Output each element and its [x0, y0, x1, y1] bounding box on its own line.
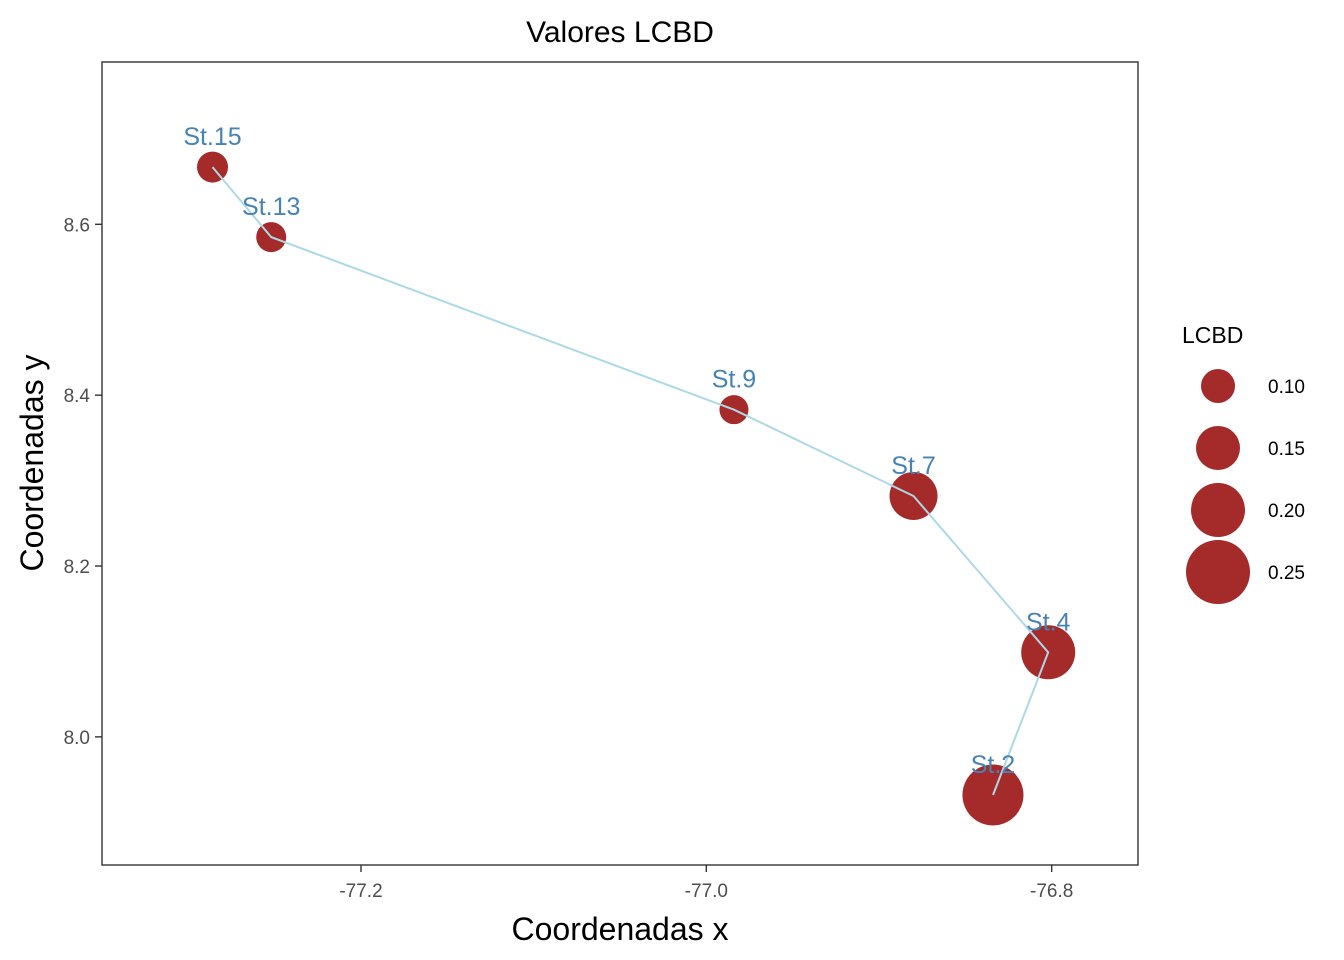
legend-key — [1186, 540, 1250, 604]
legend-key — [1191, 483, 1245, 537]
legend-key — [1196, 426, 1240, 470]
y-tick-label: 8.6 — [64, 215, 90, 236]
data-point — [197, 151, 229, 183]
y-tick-label: 8.2 — [64, 557, 90, 578]
legend-label: 0.25 — [1268, 563, 1305, 584]
point-label: St.4 — [1026, 608, 1071, 636]
legend-key — [1201, 369, 1235, 403]
size-legend: LCBD 0.10 0.15 0.20 0.25 — [1182, 322, 1305, 604]
station-path — [211, 166, 1050, 796]
point-label: St.2 — [971, 751, 1015, 779]
x-tick-label: -76.8 — [1030, 881, 1073, 902]
y-axis-title: Coordenadas y — [14, 354, 50, 571]
point-label: St.9 — [712, 366, 756, 394]
y-tick-label: 8.0 — [64, 728, 90, 749]
x-tick-label: -77.0 — [685, 881, 728, 902]
y-tick-label: 8.4 — [64, 386, 91, 407]
legend-label: 0.15 — [1268, 439, 1305, 460]
legend-label: 0.20 — [1268, 501, 1305, 522]
point-label: St.15 — [183, 123, 241, 151]
plot-area: -77.2 -77.0 -76.8 8.0 8.2 8.4 8.6 St.15 St.13 St.… — [64, 61, 1139, 902]
point-label: St.7 — [891, 452, 935, 480]
point-label: St.13 — [242, 193, 300, 221]
chart-title: Valores LCBD — [526, 16, 714, 49]
legend-label: 0.10 — [1268, 377, 1305, 398]
x-tick-label: -77.2 — [339, 881, 382, 902]
legend-title: LCBD — [1182, 322, 1243, 348]
x-axis-title: Coordenadas x — [511, 911, 728, 947]
panel-border — [101, 61, 1139, 866]
